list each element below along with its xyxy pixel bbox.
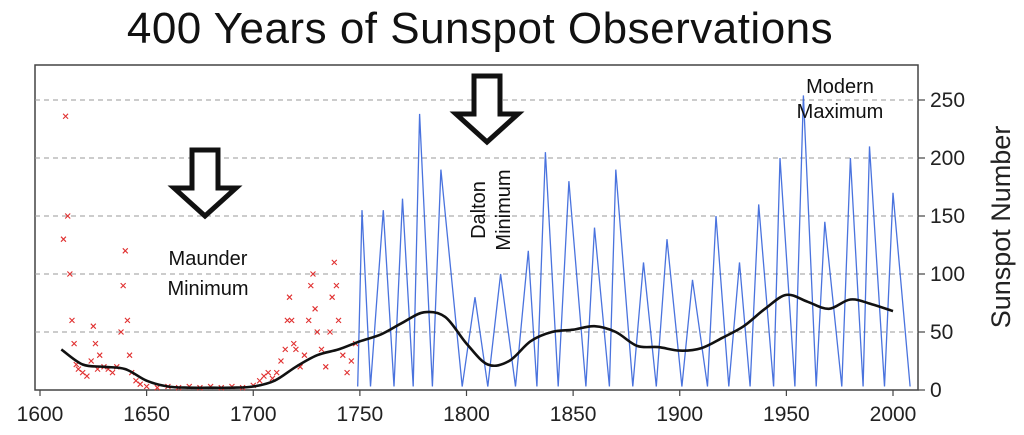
sunspot-point: [84, 373, 90, 379]
sunspot-point: [293, 346, 299, 353]
sunspot-point: [288, 317, 295, 324]
y-tick-label: 0: [930, 379, 942, 402]
sunspot-point: [318, 346, 325, 353]
x-tick-label: 1900: [656, 403, 703, 426]
dalton-label-group: Dalton Minimum: [468, 169, 515, 250]
sunspot-point: [344, 369, 350, 376]
x-tick-label: 1950: [763, 403, 810, 426]
sunspot-point: [92, 340, 99, 347]
y-axis: 0 50 100 150 200 250: [918, 89, 965, 402]
x-tick-label: 1750: [337, 403, 384, 426]
sunspot-point: [307, 282, 314, 289]
sunspot-point: [348, 358, 355, 364]
sunspot-point: [118, 329, 124, 335]
sunspot-point: [120, 282, 127, 289]
sunspot-point: [310, 271, 316, 277]
sunspot-point: [122, 247, 129, 254]
sunspot-point: [322, 363, 329, 370]
x-tick-label: 2000: [870, 403, 917, 426]
observed-sunspots-series: [60, 113, 359, 391]
maunder-label: Minimum: [167, 278, 248, 300]
sunspot-point: [109, 369, 116, 376]
dalton-arrow: [449, 73, 525, 146]
smoothed-trend-series: [60, 293, 894, 390]
sunspot-cycle-line: [357, 95, 911, 387]
sunspot-point: [69, 317, 75, 324]
sunspot-point: [314, 329, 321, 335]
sunspot-point: [301, 352, 308, 359]
sunspot-point: [312, 305, 318, 312]
sunspot-point: [64, 213, 71, 219]
sunspot-point: [335, 317, 342, 324]
sunspot-point: [137, 381, 144, 388]
sunspot-point: [96, 352, 103, 359]
sunspot-point: [329, 294, 336, 301]
sunspot-point: [273, 369, 280, 376]
x-tick-label: 1850: [550, 403, 597, 426]
plot-frame: [34, 64, 919, 391]
y-tick-label: 50: [930, 321, 953, 344]
maunder-arrow: [167, 147, 243, 220]
chart-title: 400 Years of Sunspot Observations: [126, 4, 834, 53]
x-tick-label: 1600: [17, 403, 64, 426]
sunspot-point: [71, 340, 78, 347]
maunder-label: Maunder: [169, 248, 248, 270]
sunspot-point: [126, 352, 133, 359]
sunspot-point: [66, 271, 73, 277]
x-axis: 1600 1650 1700 1750 1800 1850 1900 1950 2000: [17, 390, 917, 426]
sunspot-point: [305, 317, 312, 324]
grid-lines: [35, 99, 918, 333]
sunspot-point: [75, 366, 82, 373]
modern-label: Modern: [806, 76, 874, 98]
modern-label: Maximum: [797, 101, 884, 123]
sunspot-point: [90, 323, 97, 330]
sunspot-point: [124, 317, 131, 324]
sunspot-number-series: [357, 95, 911, 387]
sunspot-point: [79, 369, 86, 376]
sunspot-point: [60, 236, 67, 243]
sunspot-point: [331, 259, 338, 266]
y-axis-label: Sunspot Number: [986, 126, 1016, 329]
sunspot-point: [327, 329, 333, 335]
sunspot-point: [282, 346, 289, 353]
sunspot-point: [88, 358, 95, 364]
y-tick-label: 150: [930, 205, 965, 228]
trend-line: [60, 293, 894, 390]
sunspot-point: [62, 113, 69, 120]
sunspot-point: [286, 294, 293, 301]
sunspot-point: [333, 282, 340, 289]
sunspot-point: [261, 373, 267, 379]
sunspot-point: [256, 377, 263, 384]
sunspot-point: [133, 377, 139, 384]
sunspot-point: [339, 352, 346, 359]
dalton-label: Minimum: [493, 169, 515, 250]
x-tick-label: 1800: [443, 403, 490, 426]
sunspot-point: [290, 340, 297, 347]
sunspot-point: [278, 358, 284, 364]
x-tick-label: 1650: [123, 403, 170, 426]
y-tick-label: 250: [930, 89, 965, 112]
sunspot-point: [265, 369, 272, 376]
y-tick-label: 100: [930, 263, 965, 286]
sunspot-point: [284, 317, 291, 324]
sunspot-point: [143, 383, 150, 390]
x-tick-label: 1700: [230, 403, 277, 426]
y-tick-label: 200: [930, 147, 965, 170]
dalton-label: Dalton: [468, 181, 490, 239]
